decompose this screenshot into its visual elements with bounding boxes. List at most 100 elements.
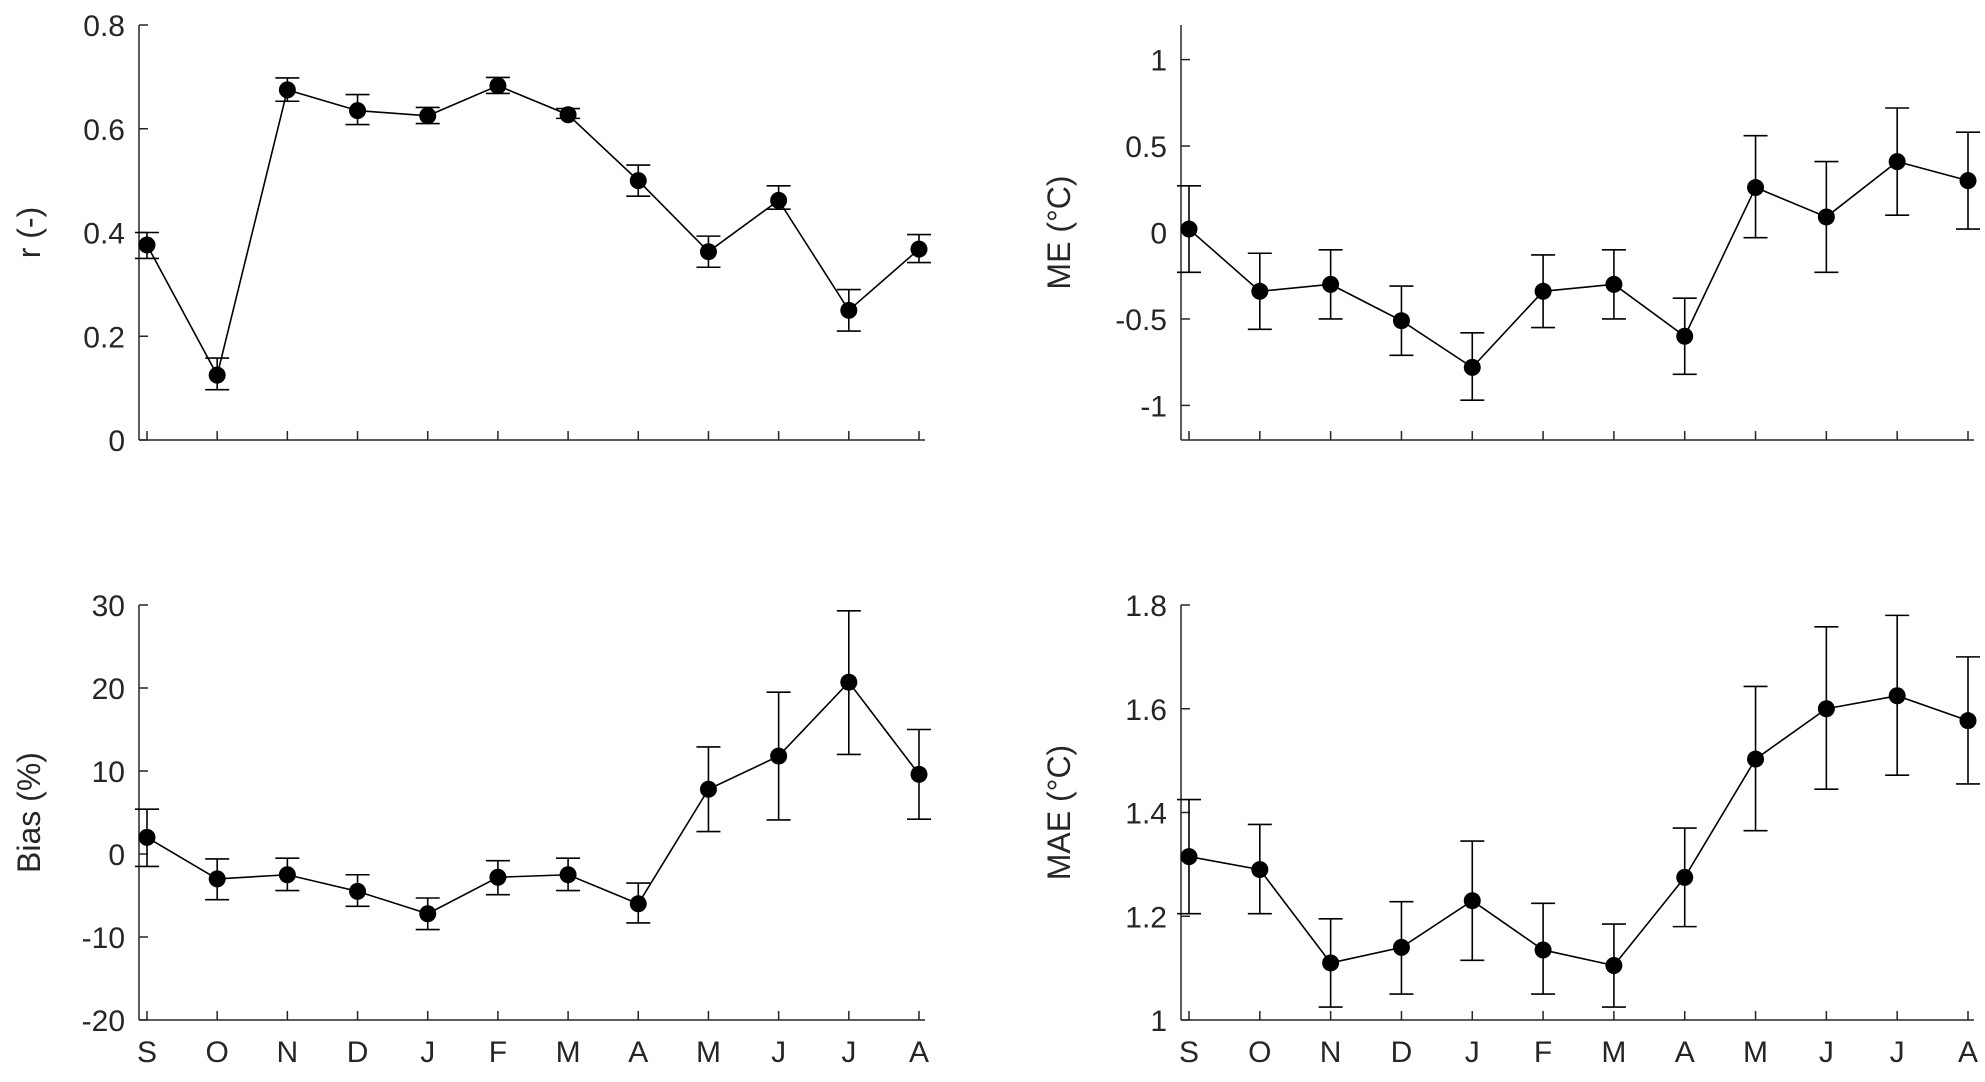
x-tick-label: J <box>1819 1036 1834 1069</box>
x-tick-label: J <box>771 1036 786 1069</box>
data-point <box>1463 892 1481 910</box>
x-tick-label: N <box>277 1036 299 1069</box>
x-tick-label: J <box>1465 1036 1480 1069</box>
y-tick-label: 10 <box>92 756 125 789</box>
y-axis-label: r (-) <box>11 207 47 259</box>
panel-bias: -20 -10 0 10 20 30 S O N D J F M A M J J A Bias (%) <box>11 590 931 1069</box>
data-point <box>699 243 717 261</box>
y-tick-label: 1 <box>1150 45 1167 78</box>
data-point <box>840 301 858 319</box>
y-axis-label: ME (°C) <box>1041 175 1077 289</box>
data-point <box>559 106 577 124</box>
data-point <box>1888 153 1906 171</box>
y-tick-label: 0.5 <box>1125 131 1167 164</box>
data-point <box>1817 700 1835 718</box>
y-tick-label: 0 <box>1150 218 1167 251</box>
y-tick-label: 20 <box>92 673 125 706</box>
y-tick-label: -1 <box>1140 390 1167 423</box>
x-tick-label: M <box>1601 1036 1626 1069</box>
x-tick-label: N <box>1320 1036 1342 1069</box>
x-tick-label: F <box>1534 1036 1552 1069</box>
panel-me: -1 -0.5 0 0.5 1 ME (°C) <box>1041 25 1980 441</box>
x-tick-label: D <box>347 1036 369 1069</box>
y-tick-label: 0.6 <box>83 114 125 147</box>
data-point <box>1959 172 1977 190</box>
x-tick-label: M <box>556 1036 581 1069</box>
data-point <box>1676 327 1694 345</box>
series-line <box>1188 694 1969 967</box>
y-tick-label: 1.4 <box>1125 798 1167 831</box>
y-tick-label: -20 <box>82 1005 125 1038</box>
x-tick-label: O <box>1248 1036 1271 1069</box>
data-point <box>1959 712 1977 730</box>
x-tick-label: A <box>1675 1036 1695 1069</box>
y-tick-label: 1.2 <box>1125 901 1167 934</box>
data-point <box>1534 282 1552 300</box>
x-tick-label: A <box>628 1036 648 1069</box>
series-line <box>146 680 920 915</box>
y-axis-label: MAE (°C) <box>1041 745 1077 880</box>
data-point <box>278 81 296 99</box>
data-point <box>1180 848 1198 866</box>
y-tick-label: 0.2 <box>83 321 125 354</box>
data-point <box>1676 868 1694 886</box>
data-point <box>349 882 367 900</box>
data-point <box>489 77 507 95</box>
x-tick-label: M <box>1743 1036 1768 1069</box>
data-point <box>910 765 928 783</box>
data-point <box>1322 275 1340 293</box>
data-point <box>1605 957 1623 975</box>
data-point <box>1463 358 1481 376</box>
data-point <box>208 870 226 888</box>
data-point <box>770 191 788 209</box>
x-tick-label: O <box>206 1036 229 1069</box>
data-point <box>1392 938 1410 956</box>
y-tick-label: 0 <box>108 839 125 872</box>
x-tick-label: J <box>841 1036 856 1069</box>
data-point <box>910 240 928 258</box>
x-tick-label: M <box>696 1036 721 1069</box>
data-point <box>138 236 156 254</box>
data-point <box>1605 275 1623 293</box>
y-tick-label: 1.6 <box>1125 694 1167 727</box>
series-line <box>146 84 920 378</box>
y-axis-label: Bias (%) <box>11 752 47 873</box>
x-tick-label: D <box>1391 1036 1413 1069</box>
data-point <box>1747 750 1765 768</box>
y-tick-label: 0.8 <box>83 10 125 43</box>
x-tick-label: S <box>1179 1036 1199 1069</box>
data-point <box>138 828 156 846</box>
x-tick-label: F <box>489 1036 507 1069</box>
x-tick-label: J <box>420 1036 435 1069</box>
data-point <box>489 868 507 886</box>
data-point <box>278 866 296 884</box>
x-tick-label: A <box>909 1036 929 1069</box>
y-tick-label: 1.8 <box>1125 590 1167 623</box>
data-point <box>1322 954 1340 972</box>
data-point <box>1747 179 1765 197</box>
series-line <box>1188 160 1969 369</box>
data-point <box>559 866 577 884</box>
y-tick-label: -10 <box>82 922 125 955</box>
panel-r: 0 0.2 0.4 0.6 0.8 r (-) <box>11 10 931 458</box>
data-point <box>419 107 437 125</box>
y-tick-label: 30 <box>92 590 125 623</box>
x-tick-label: A <box>1958 1036 1978 1069</box>
data-point <box>1534 941 1552 959</box>
x-tick-label: S <box>137 1036 157 1069</box>
y-tick-label: -0.5 <box>1115 304 1167 337</box>
data-point <box>770 747 788 765</box>
x-tick-label: J <box>1890 1036 1905 1069</box>
data-point <box>1392 312 1410 330</box>
y-tick-label: 0.4 <box>83 218 125 251</box>
data-point <box>1817 208 1835 226</box>
data-point <box>699 780 717 798</box>
data-point <box>1251 861 1269 879</box>
data-point <box>1251 282 1269 300</box>
panel-mae: 1 1.2 1.4 1.6 1.8 S O N D J F M A M J J A MAE (°C) <box>1041 590 1980 1069</box>
data-point <box>349 102 367 120</box>
data-point <box>1888 687 1906 705</box>
data-point <box>419 905 437 923</box>
data-point <box>629 172 647 190</box>
